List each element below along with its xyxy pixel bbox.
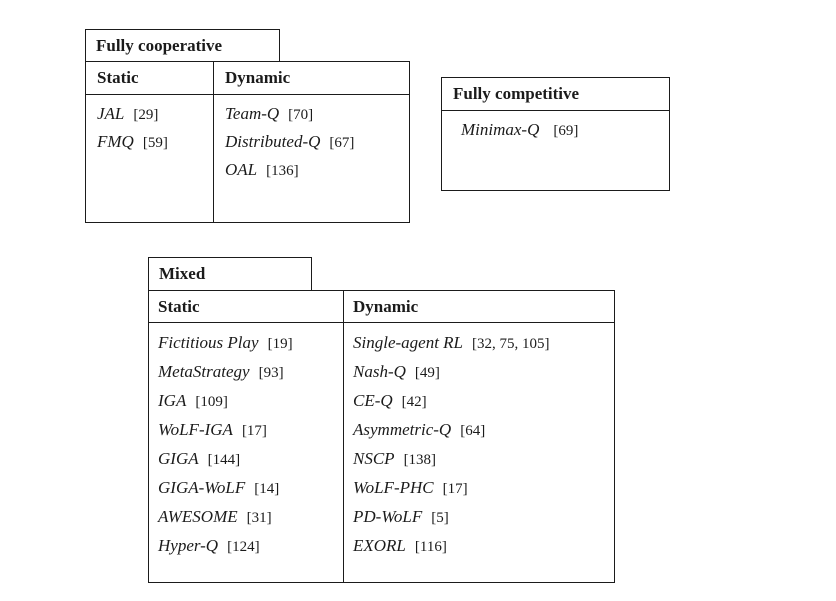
citation-ref: [49]	[414, 365, 440, 381]
algorithm-entry: Hyper-Q [124]	[158, 536, 341, 565]
citation-ref: [69]	[553, 123, 579, 139]
algorithm-name: EXORL	[353, 536, 406, 555]
algorithm-entry: Minimax-Q [69]	[461, 120, 667, 148]
algorithm-entry: OAL [136]	[225, 160, 407, 188]
mixed-dynamic-column: Dynamic Single-agent RL [32, 75, 105] Na…	[344, 291, 614, 582]
fully-cooperative-tab: Fully cooperative	[85, 29, 280, 61]
citation-ref: [17]	[241, 423, 267, 439]
competitive-items: Minimax-Q [69]	[442, 111, 669, 148]
fully-cooperative-table: Static JAL [29] FMQ [59] Dynamic Team-Q …	[85, 61, 410, 223]
algorithm-name: Fictitious Play	[158, 333, 259, 352]
algorithm-name: JAL	[97, 104, 125, 123]
algorithm-entry: Team-Q [70]	[225, 104, 407, 132]
fully-cooperative-title: Fully cooperative	[96, 35, 223, 55]
mixed-static-items: Fictitious Play [19] MetaStrategy [93] I…	[149, 323, 343, 565]
algorithm-entry: Nash-Q [49]	[353, 362, 612, 391]
algorithm-entry: Distributed-Q [67]	[225, 132, 407, 160]
algorithm-name: OAL	[225, 160, 258, 179]
cooperative-static-items: JAL [29] FMQ [59]	[86, 95, 213, 160]
citation-ref: [70]	[288, 107, 314, 123]
algorithm-name: PD-WoLF	[353, 507, 423, 526]
algorithm-entry: JAL [29]	[97, 104, 211, 132]
citation-ref: [59]	[142, 135, 168, 151]
algorithm-entry: Fictitious Play [19]	[158, 333, 341, 362]
citation-ref: [136]	[266, 163, 299, 179]
algorithm-name: Nash-Q	[353, 362, 406, 381]
citation-ref: [138]	[403, 452, 437, 468]
algorithm-name: GIGA-WoLF	[158, 478, 246, 497]
citation-ref: [29]	[133, 107, 159, 123]
algorithm-name: CE-Q	[353, 391, 393, 410]
citation-ref: [19]	[267, 336, 293, 352]
mixed-static-column: Static Fictitious Play [19] MetaStrategy…	[149, 291, 344, 582]
citation-ref: [144]	[207, 452, 241, 468]
algorithm-name: FMQ	[97, 132, 134, 151]
citation-ref: [124]	[227, 539, 260, 555]
cooperative-static-column: Static JAL [29] FMQ [59]	[86, 62, 214, 222]
citation-ref: [93]	[258, 365, 284, 381]
algorithm-entry: WoLF-IGA [17]	[158, 420, 341, 449]
algorithm-name: Hyper-Q	[158, 536, 219, 555]
algorithm-name: MetaStrategy	[158, 362, 250, 381]
fully-competitive-box: Fully competitive Minimax-Q [69]	[441, 77, 670, 191]
citation-ref: [116]	[414, 539, 447, 555]
column-header-dynamic: Dynamic	[344, 291, 614, 323]
column-header-dynamic: Dynamic	[214, 62, 409, 95]
algorithm-entry: WoLF-PHC [17]	[353, 478, 612, 507]
cooperative-dynamic-items: Team-Q [70] Distributed-Q [67] OAL [136]	[214, 95, 409, 188]
algorithm-entry: PD-WoLF [5]	[353, 507, 612, 536]
mixed-title: Mixed	[159, 264, 206, 283]
algorithm-entry: GIGA-WoLF [14]	[158, 478, 341, 507]
algorithm-entry: Asymmetric-Q [64]	[353, 420, 612, 449]
algorithm-entry: NSCP [138]	[353, 449, 612, 478]
algorithm-name: Team-Q	[225, 104, 280, 123]
citation-ref: [64]	[460, 423, 486, 439]
algorithm-entry: CE-Q [42]	[353, 391, 612, 420]
algorithm-name: Minimax-Q	[461, 120, 540, 139]
algorithm-name: GIGA	[158, 449, 199, 468]
citation-ref: [14]	[254, 481, 280, 497]
algorithm-entry: IGA [109]	[158, 391, 341, 420]
citation-ref: [32, 75, 105]	[472, 336, 550, 352]
algorithm-name: Single-agent RL	[353, 333, 464, 352]
citation-ref: [31]	[246, 510, 272, 526]
column-header-static: Static	[86, 62, 213, 95]
algorithm-entry: EXORL [116]	[353, 536, 612, 565]
citation-ref: [5]	[431, 510, 449, 526]
algorithm-name: Asymmetric-Q	[353, 420, 452, 439]
algorithm-entry: FMQ [59]	[97, 132, 211, 160]
algorithm-entry: AWESOME [31]	[158, 507, 341, 536]
algorithm-entry: GIGA [144]	[158, 449, 341, 478]
citation-ref: [109]	[195, 394, 228, 410]
algorithm-name: IGA	[158, 391, 187, 410]
fully-competitive-title: Fully competitive	[442, 78, 669, 111]
column-header-static: Static	[149, 291, 343, 323]
algorithm-entry: MetaStrategy [93]	[158, 362, 341, 391]
citation-ref: [42]	[401, 394, 427, 410]
mixed-table: Static Fictitious Play [19] MetaStrategy…	[148, 290, 615, 583]
algorithm-name: NSCP	[353, 449, 395, 468]
algorithm-name: Distributed-Q	[225, 132, 321, 151]
mixed-dynamic-items: Single-agent RL [32, 75, 105] Nash-Q [49…	[344, 323, 614, 565]
algorithm-name: WoLF-IGA	[158, 420, 233, 439]
algorithm-entry: Single-agent RL [32, 75, 105]	[353, 333, 612, 362]
citation-ref: [67]	[329, 135, 355, 151]
algorithm-name: AWESOME	[158, 507, 238, 526]
mixed-tab: Mixed	[148, 257, 312, 290]
cooperative-dynamic-column: Dynamic Team-Q [70] Distributed-Q [67] O…	[214, 62, 409, 222]
citation-ref: [17]	[442, 481, 468, 497]
algorithm-name: WoLF-PHC	[353, 478, 434, 497]
